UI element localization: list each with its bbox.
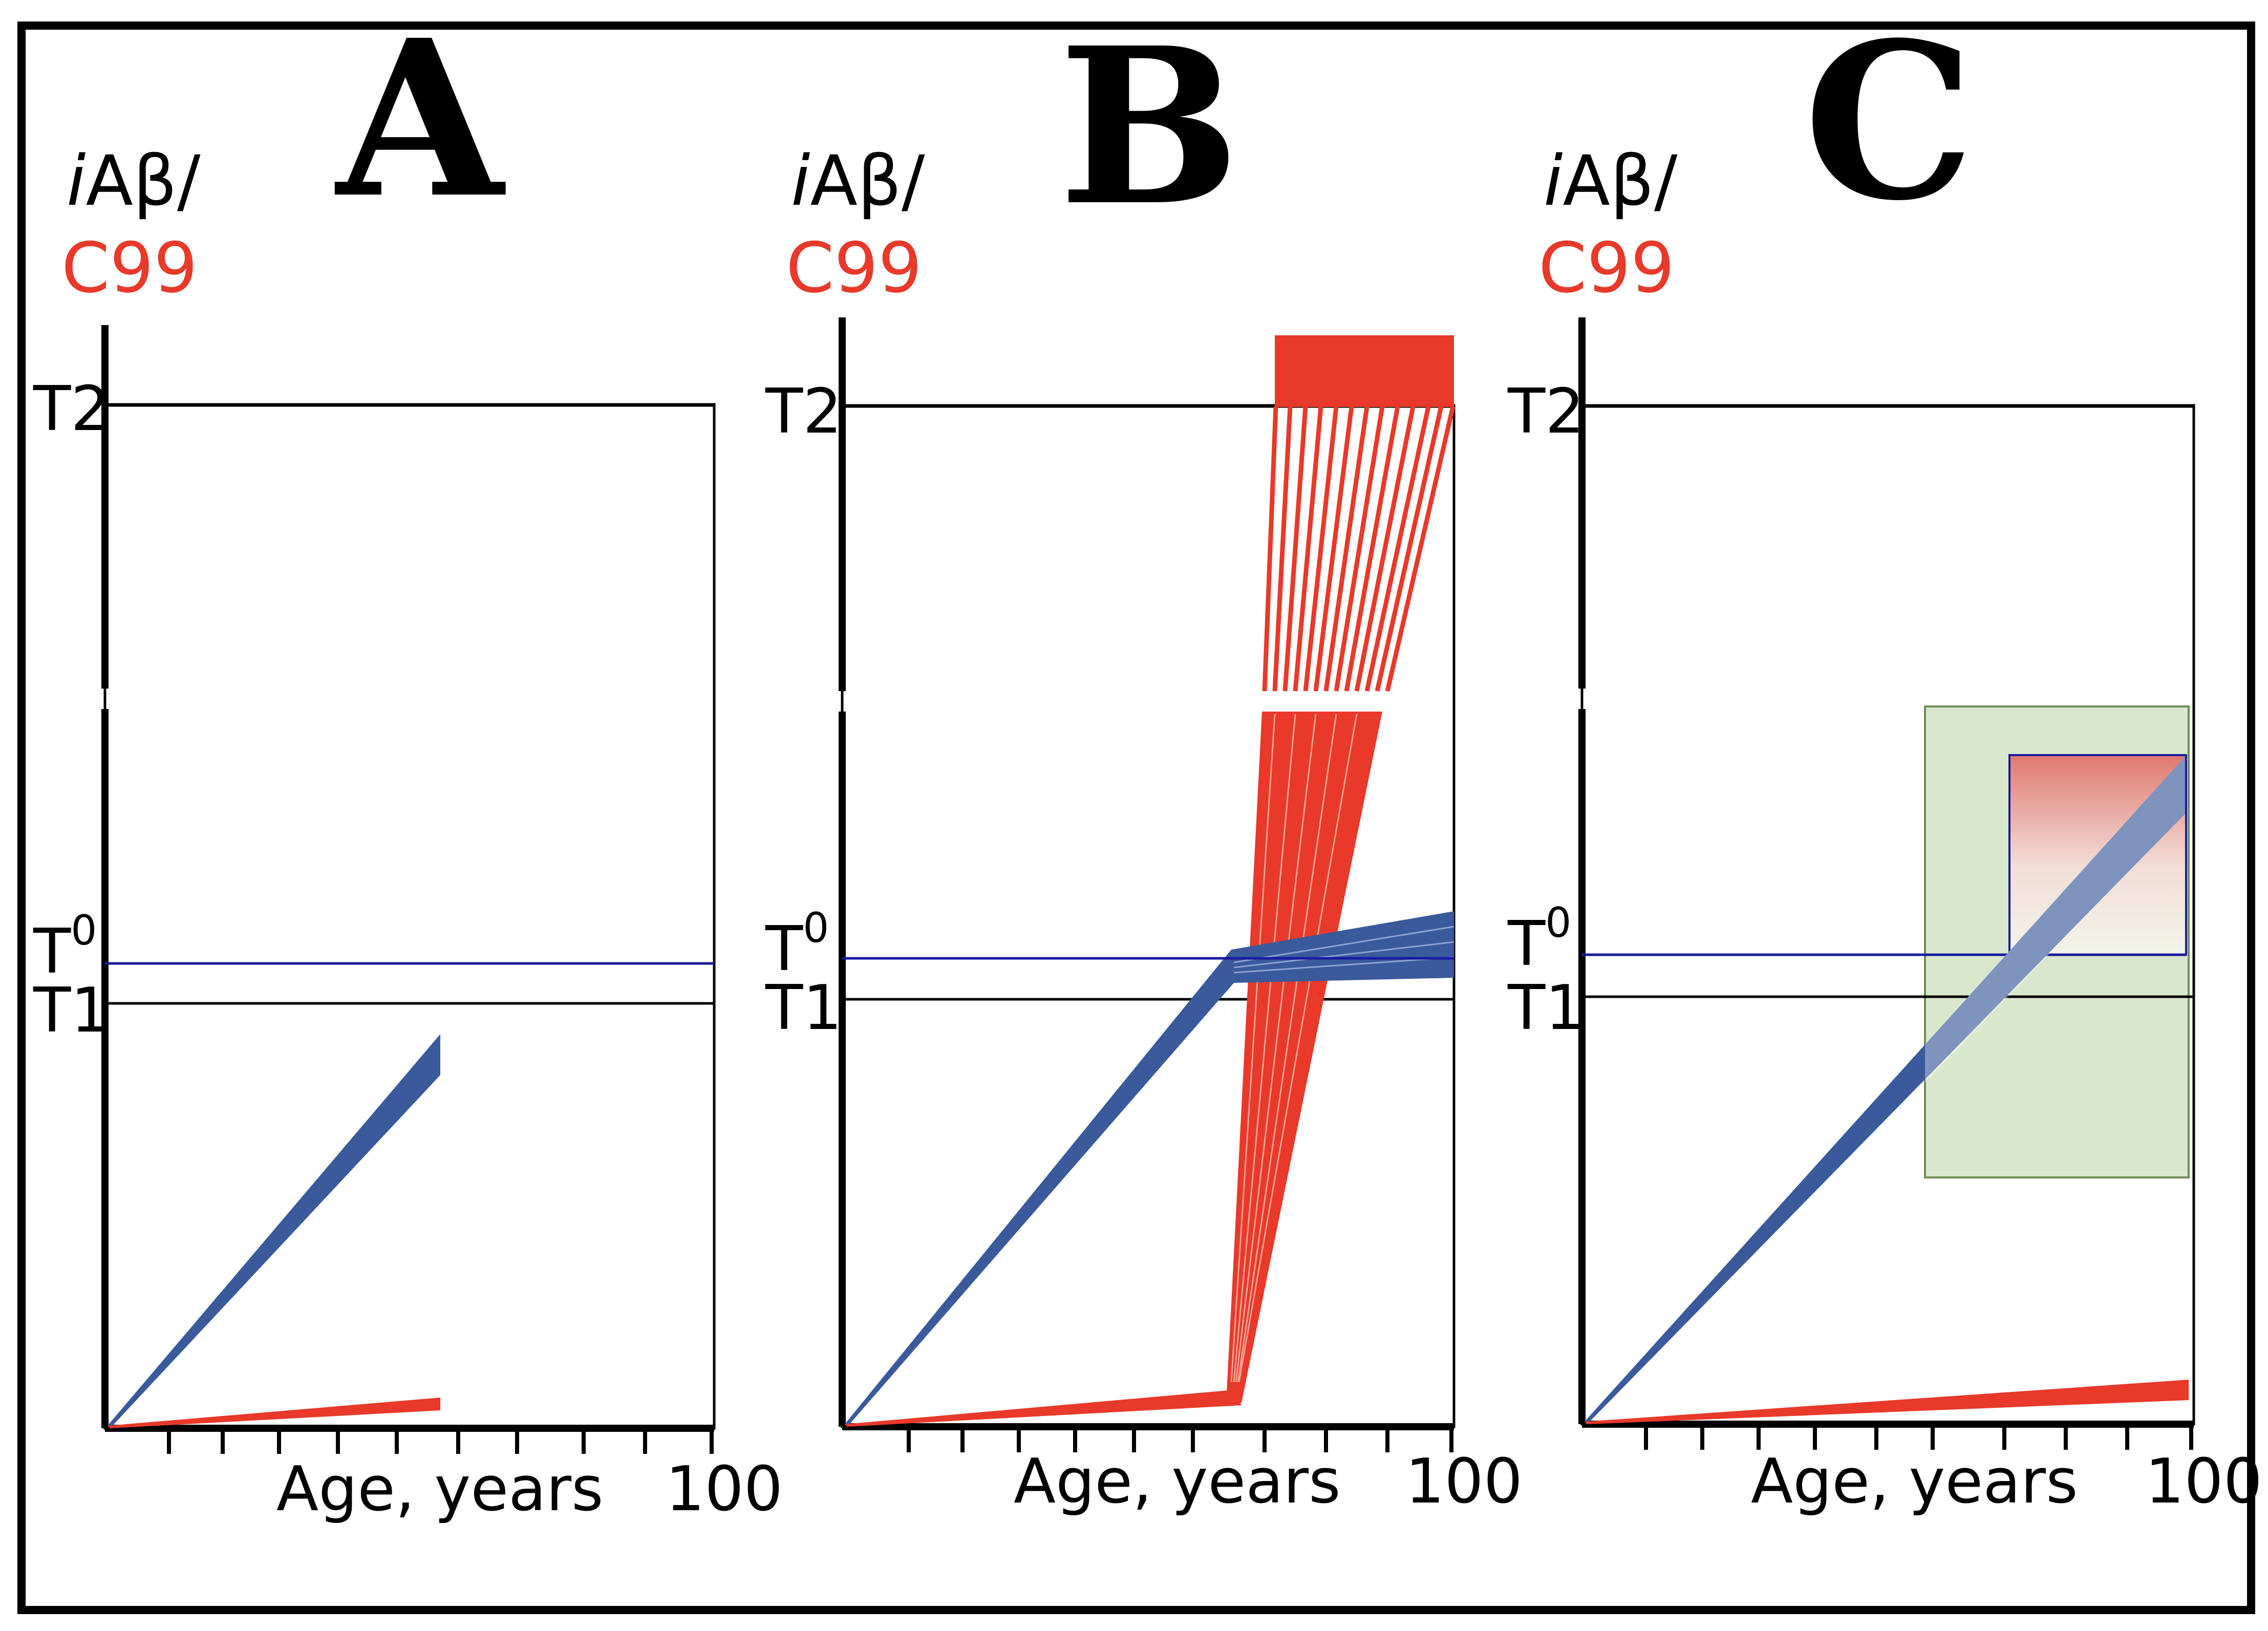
outer-frame <box>17 22 2255 1614</box>
panel-b: B iAβ/ C99 T2 T0 T1 <box>765 1 1523 1517</box>
t1-label: T1 <box>765 973 842 1044</box>
y-axis-label-top: iAβ/ <box>1544 141 1678 221</box>
x-end-tick-label: 100 <box>1405 1446 1523 1517</box>
t0-label: T0 <box>1507 899 1571 980</box>
x-end-tick-label: 100 <box>666 1454 783 1525</box>
t2-label: T2 <box>765 376 842 447</box>
t2-label: T2 <box>33 374 110 445</box>
c99-band <box>845 1390 1242 1427</box>
x-axis-label: Age, years <box>276 1454 604 1525</box>
t2-label: T2 <box>1507 376 1585 447</box>
t1-label: T1 <box>33 975 110 1046</box>
x-ticks <box>907 1427 1453 1452</box>
c99-fan-upper <box>1262 405 1456 692</box>
y-axis-label-top: iAβ/ <box>67 141 201 221</box>
c99-band <box>108 1398 440 1428</box>
x-ticks <box>167 1428 714 1454</box>
panel-c: C iAβ/ C99 T2 T0 T1 <box>1507 0 2262 1517</box>
iab-band-faded <box>1925 757 2185 1083</box>
x-axis-label: Age, years <box>1751 1446 2078 1517</box>
panel-letter-c: C <box>1804 0 1975 248</box>
panel-letter-b: B <box>1059 1 1240 253</box>
iab-band <box>845 911 1454 1427</box>
y-axis-label-top: iAβ/ <box>791 141 925 221</box>
panel-a: A iAβ/ C99 T2 T0 T1 Age, y <box>33 0 783 1525</box>
x-axis-label: Age, years <box>1014 1446 1341 1517</box>
y-axis-label-c99: C99 <box>1538 228 1675 308</box>
t1-label: T1 <box>1507 973 1585 1044</box>
iab-band <box>1585 757 2185 1424</box>
c99-band <box>1585 1380 2189 1424</box>
iab-fan-lines <box>1233 926 1454 974</box>
y-axis-label-c99: C99 <box>61 228 198 308</box>
c99-fan-lines <box>1230 714 1358 1383</box>
y-axis-label-c99: C99 <box>786 228 922 308</box>
panel-letter-a: A <box>333 0 508 246</box>
x-ticks <box>1644 1424 2193 1450</box>
t0-label: T0 <box>33 907 97 988</box>
x-end-tick-label: 100 <box>2145 1446 2262 1517</box>
iab-band <box>108 1034 440 1428</box>
c99-surge-top <box>1275 335 1454 407</box>
t0-label: T0 <box>765 904 829 985</box>
